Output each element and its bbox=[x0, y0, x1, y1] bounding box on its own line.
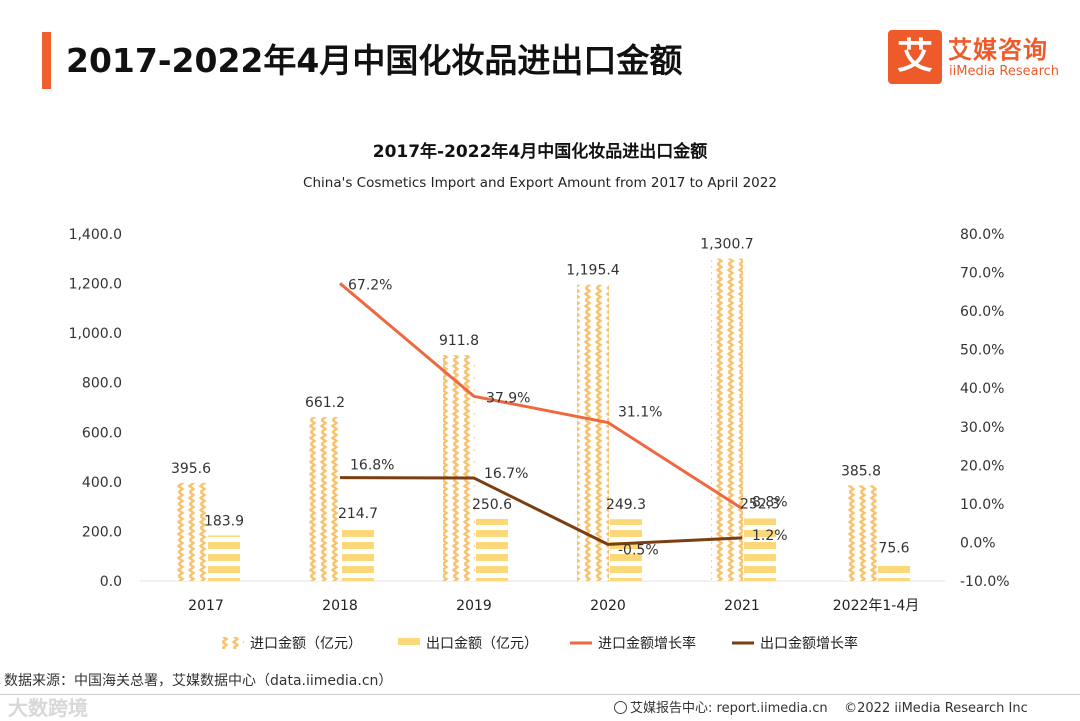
import-growth-line bbox=[339, 282, 743, 510]
page-title: 2017-2022年4月中国化妆品进出口金额 bbox=[66, 41, 683, 80]
x-axis-labels: 2017 2018 2019 2020 2021 2022年1-4月 bbox=[188, 598, 919, 614]
right-tick-label: 20.0% bbox=[960, 458, 1004, 474]
logo-mark: 艾 bbox=[888, 30, 942, 84]
left-axis: 0.0 200.0 400.0 600.0 800.0 1,000.0 1,200.0 1,4… bbox=[69, 227, 122, 590]
category-label: 2022年1-4月 bbox=[833, 598, 920, 614]
import-bar-label: 385.8 bbox=[841, 463, 881, 479]
right-tick-label: 50.0% bbox=[960, 343, 1004, 359]
chart-subtitle: China's Cosmetics Import and Export Amou… bbox=[303, 175, 777, 191]
legend-label: 出口金额增长率 bbox=[760, 635, 858, 652]
left-tick-label: 600.0 bbox=[82, 425, 122, 441]
footer-divider bbox=[0, 694, 1080, 695]
legend-label: 进口金额增长率 bbox=[598, 635, 696, 652]
right-tick-label: 0.0% bbox=[960, 535, 996, 551]
legend-swatch-export bbox=[398, 637, 420, 649]
chart-title: 2017年-2022年4月中国化妆品进出口金额 bbox=[373, 141, 708, 162]
category-label: 2020 bbox=[590, 598, 626, 614]
footer: 艾媒报告中心: report.iimedia.cn ©2022 iiMedia … bbox=[614, 697, 1028, 716]
import-bar bbox=[175, 482, 207, 581]
report-center-link[interactable]: 艾媒报告中心: report.iimedia.cn bbox=[630, 701, 828, 716]
import-bar-label: 1,300.7 bbox=[700, 237, 753, 253]
export-growth-label: 16.7% bbox=[484, 466, 528, 482]
export-bar bbox=[744, 518, 776, 581]
export-bar bbox=[208, 535, 240, 581]
legend-label: 出口金额（亿元） bbox=[426, 636, 538, 652]
left-tick-label: 1,000.0 bbox=[69, 326, 122, 342]
right-tick-label: 10.0% bbox=[960, 497, 1004, 513]
export-bar-label: 75.6 bbox=[878, 540, 909, 556]
legend-swatch-import bbox=[222, 637, 244, 649]
left-tick-label: 1,400.0 bbox=[69, 227, 122, 243]
export-bar-label: 252.3 bbox=[740, 496, 780, 512]
category-label: 2018 bbox=[322, 598, 358, 614]
import-bar-label: 1,195.4 bbox=[566, 263, 620, 279]
import-bar bbox=[443, 355, 475, 581]
import-growth-label: 31.1% bbox=[618, 405, 662, 421]
bars-layer bbox=[175, 258, 910, 581]
globe-icon bbox=[614, 701, 627, 714]
right-tick-label: 30.0% bbox=[960, 420, 1004, 436]
export-bar bbox=[476, 518, 508, 581]
left-tick-label: 400.0 bbox=[82, 475, 122, 491]
category-label: 2019 bbox=[456, 598, 492, 614]
import-bar bbox=[845, 485, 877, 581]
export-bar bbox=[610, 519, 642, 581]
export-growth-line bbox=[339, 476, 743, 546]
iimedia-logo: 艾 艾媒咨询 iiMedia Research bbox=[888, 30, 1068, 86]
left-tick-label: 0.0 bbox=[100, 574, 122, 590]
legend: 进口金额（亿元） 出口金额（亿元） 进口金额增长率 出口金额增长率 bbox=[222, 635, 858, 652]
logo-chinese-name: 艾媒咨询 bbox=[948, 36, 1048, 64]
export-growth-label: -0.5% bbox=[618, 542, 659, 558]
left-tick-label: 200.0 bbox=[82, 524, 122, 540]
copyright: ©2022 iiMedia Research Inc bbox=[844, 701, 1028, 716]
import-bar-label: 661.2 bbox=[305, 395, 345, 411]
bar-labels-layer: 395.6 661.2 911.8 1,195.4 1,300.7 385.8 183.9 2… bbox=[171, 237, 910, 557]
legend-label: 进口金额（亿元） bbox=[250, 636, 362, 652]
left-tick-label: 800.0 bbox=[82, 376, 122, 392]
title-accent-bar bbox=[42, 32, 51, 89]
import-bar-label: 395.6 bbox=[171, 461, 211, 477]
right-axis: -10.0% 0.0% 10.0% 20.0% 30.0% 40.0% 50.0% 60.0%… bbox=[960, 227, 1010, 590]
import-growth-label: 8.8% bbox=[752, 495, 788, 511]
left-tick-label: 1,200.0 bbox=[69, 277, 122, 293]
import-bar-label: 911.8 bbox=[439, 333, 479, 349]
chart: 2017年-2022年4月中国化妆品进出口金额 China's Cosmetic… bbox=[69, 141, 1010, 652]
category-label: 2017 bbox=[188, 598, 224, 614]
right-tick-label: 70.0% bbox=[960, 266, 1004, 282]
category-label: 2021 bbox=[724, 598, 760, 614]
export-bar bbox=[342, 527, 374, 581]
data-source: 数据来源：中国海关总署，艾媒数据中心（data.iimedia.cn） bbox=[4, 673, 393, 689]
right-tick-label: 40.0% bbox=[960, 381, 1004, 397]
export-bar-label: 250.6 bbox=[472, 497, 512, 513]
export-growth-label: 1.2% bbox=[752, 528, 788, 544]
export-bar-label: 214.7 bbox=[338, 506, 378, 522]
import-bar bbox=[711, 258, 743, 581]
right-tick-label: -10.0% bbox=[960, 574, 1010, 590]
right-tick-label: 60.0% bbox=[960, 304, 1004, 320]
import-growth-label: 67.2% bbox=[348, 277, 392, 293]
right-tick-label: 80.0% bbox=[960, 227, 1004, 243]
export-bar-label: 249.3 bbox=[606, 497, 646, 513]
import-growth-label: 37.9% bbox=[486, 390, 530, 406]
export-bar-label: 183.9 bbox=[204, 513, 244, 529]
logo-english-name: iiMedia Research bbox=[949, 64, 1060, 79]
import-bar bbox=[309, 417, 341, 581]
lines-layer: 67.2% 37.9% 31.1% 8.8% 16.8% 16.7% -0.5% 1.2% bbox=[339, 277, 788, 558]
export-growth-label: 16.8% bbox=[350, 458, 394, 474]
watermark: 大数跨境 bbox=[8, 696, 88, 720]
export-bar bbox=[878, 562, 910, 581]
